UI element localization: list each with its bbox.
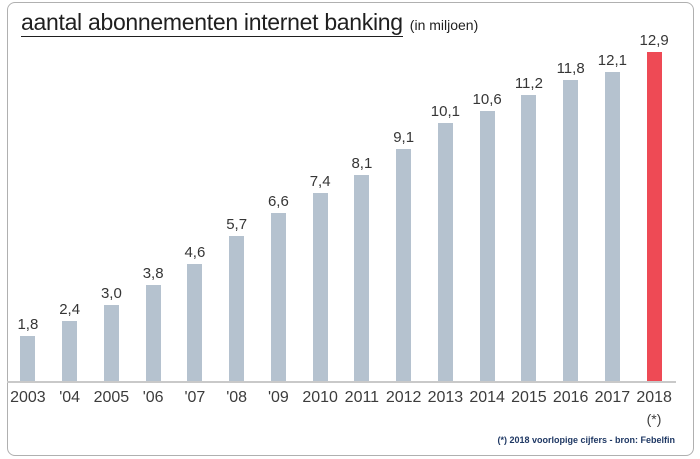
bar-value-label: 12,9: [639, 31, 669, 49]
footnote-marker: (*): [646, 411, 662, 427]
x-axis-label: 2018: [636, 389, 672, 406]
bar: [62, 320, 78, 382]
bar-column: 3,0: [91, 26, 133, 382]
bar-value-label: 7,4: [309, 172, 331, 190]
bar-value-label: 1,8: [17, 315, 39, 333]
x-axis-line: [7, 381, 676, 383]
bar-column: 1,8: [7, 26, 49, 382]
bar: [521, 95, 537, 382]
bar: [604, 72, 620, 382]
bar: [270, 213, 286, 382]
bar-column: 10,6: [466, 26, 508, 382]
bar-column: 11,8: [550, 26, 592, 382]
x-axis-label: 2010: [302, 389, 338, 406]
x-axis-label: 2015: [511, 389, 547, 406]
x-axis-label: 2003: [10, 389, 46, 406]
bar-column: 9,1: [383, 26, 425, 382]
bar-value-label: 9,1: [393, 129, 415, 146]
chart-subtitle: (in miljoen): [409, 17, 479, 33]
bar-value-label: 12,1: [597, 52, 627, 70]
bar-column: 12,1: [592, 26, 634, 382]
bar: [312, 192, 328, 382]
x-axis-label: '07: [184, 389, 206, 406]
x-axis-label: '06: [142, 389, 164, 406]
bar: [187, 264, 203, 382]
bar-column: 12,9: [633, 26, 675, 382]
bar: [354, 174, 370, 382]
bar-value-label: 3,8: [142, 264, 164, 282]
x-axis-label: 2016: [552, 389, 589, 406]
x-axis-label: 2012: [385, 389, 422, 406]
bar-value-label: 6,6: [267, 193, 289, 210]
bar-column: 11,2: [508, 26, 550, 382]
bar-column: 8,1: [341, 26, 383, 382]
x-axis-label: 2005: [93, 389, 130, 406]
bar-value-label: 11,8: [556, 59, 585, 77]
bar: [229, 236, 245, 382]
bar-column: 2,4: [49, 26, 91, 382]
x-axis-label: '08: [226, 389, 248, 406]
bar-column: 3,8: [132, 26, 174, 382]
x-axis-label: 2014: [469, 389, 505, 406]
x-axis-label: 2013: [427, 389, 464, 406]
bar-value-label: 11,2: [514, 75, 543, 93]
bar-value-label: 10,6: [472, 90, 502, 108]
x-axis-label: '09: [267, 389, 289, 406]
x-axis-labels: 2003 '04 2005 '06 '07 '08 '09 2010 2011 2012 2013 2…: [7, 389, 675, 407]
bar-value-label: 2,4: [59, 300, 81, 318]
bar: [563, 79, 579, 382]
bar-column: 10,1: [425, 26, 467, 382]
bar: [437, 123, 453, 382]
chart-title-row: aantal abonnementen internet banking (in …: [21, 9, 479, 37]
chart-title: aantal abonnementen internet banking: [21, 9, 403, 37]
x-axis-label: 2011: [344, 389, 380, 406]
footnote-text: (*) 2018 voorlopige cijfers - bron: Febe…: [497, 435, 675, 445]
bar: [479, 110, 495, 382]
bar: [103, 305, 119, 382]
bar-value-label: 3,0: [100, 285, 122, 303]
bar-column: 7,4: [299, 26, 341, 382]
bar: [145, 284, 161, 382]
bar-column: 5,7: [216, 26, 258, 382]
bar-value-label: 8,1: [351, 154, 373, 172]
bar: [396, 149, 412, 382]
bar-value-label: 10,1: [430, 103, 460, 121]
bar-column: 6,6: [258, 26, 300, 382]
bar: [20, 335, 36, 382]
x-axis-label: '04: [59, 389, 81, 406]
bar-highlighted: [646, 51, 662, 382]
bar-value-label: 4,6: [184, 244, 206, 262]
x-axis-label: 2017: [594, 389, 631, 406]
plot-area: 1,8 2,4 3,0 3,8 4,6 5,7 6,6 7,4 8,1 9,1 10,1 10,6 11…: [7, 26, 675, 382]
bar-value-label: 5,7: [226, 216, 248, 234]
bar-column: 4,6: [174, 26, 216, 382]
